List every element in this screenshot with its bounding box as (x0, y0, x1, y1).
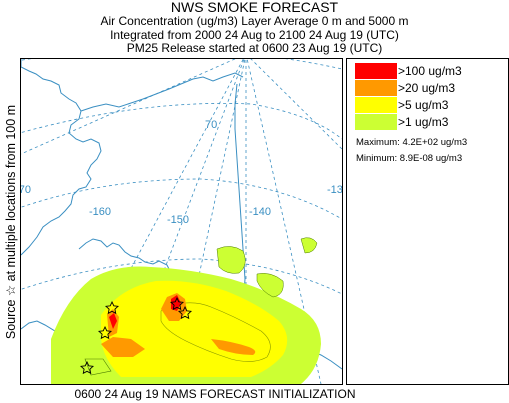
latitude-line (21, 102, 342, 140)
source-star-icon (97, 325, 113, 340)
legend-swatch (355, 114, 397, 130)
latitude-line (21, 59, 342, 70)
smoke-area-low (300, 237, 318, 254)
legend-maximum: Maximum: 4.2E+02 ug/m3 (356, 137, 468, 148)
border-canada (234, 83, 246, 308)
graticule-label: 70 (205, 119, 217, 131)
footer-initialization: 0600 24 Aug 19 NAMS FORECAST INITIALIZAT… (74, 387, 356, 401)
subtitle-release: PM25 Release started at 0600 23 Aug 19 (… (126, 41, 383, 55)
page-title: NWS SMOKE FORECAST (170, 0, 339, 15)
graticule-label: -140 (249, 206, 271, 218)
legend-swatch (355, 80, 397, 96)
legend-minimum: Minimum: 8.9E-08 ug/m3 (356, 153, 463, 164)
source-star-icon (169, 296, 185, 311)
smoke-area-max (109, 313, 117, 329)
graticule-label: -160 (89, 206, 111, 218)
meridian-line (250, 59, 342, 150)
source-star-icon (104, 300, 120, 315)
legend-item: >100 ug/m3 (355, 63, 505, 79)
subtitle-concentration: Air Concentration (ug/m3) Layer Average … (100, 14, 409, 28)
latitude-lines (21, 59, 342, 295)
smoke-plume (51, 237, 321, 384)
map-frame: -170 -160 -150 -140 -130 70 (20, 58, 343, 385)
smoke-area-high (211, 339, 256, 355)
smoke-area-low (256, 273, 284, 298)
meridian-line (175, 59, 246, 384)
smoke-area-high (101, 337, 145, 357)
latitude-line (21, 178, 342, 220)
smoke-area-low (216, 246, 246, 274)
coastline-seward (78, 238, 172, 274)
coastline-west (21, 59, 102, 256)
graticule-label: -150 (167, 214, 189, 226)
source-markers (79, 296, 193, 375)
legend-label: >1 ug/m3 (398, 115, 449, 129)
coastline-north (80, 72, 244, 112)
smoke-map: -170 -160 -150 -140 -130 70 (21, 59, 342, 384)
graticule-label: -170 (21, 184, 31, 196)
legend-swatch (355, 97, 397, 113)
legend-item: >1 ug/m3 (355, 114, 505, 130)
legend-label: >20 ug/m3 (398, 81, 456, 95)
legend-item: >5 ug/m3 (355, 97, 505, 113)
legend-item: >20 ug/m3 (355, 80, 505, 96)
source-side-label: Source ☆ at multiple locations from 100 … (4, 104, 18, 340)
subtitle-integration: Integrated from 2000 24 Aug to 2100 24 A… (110, 28, 399, 42)
legend-label: >100 ug/m3 (398, 64, 462, 78)
meridian-line (21, 59, 236, 155)
legend-label: >5 ug/m3 (398, 98, 449, 112)
source-star-icon (177, 305, 193, 320)
graticule-label: -130 (327, 184, 342, 196)
legend-swatch (355, 63, 397, 79)
latitude-line (21, 258, 342, 295)
source-star-icon (79, 360, 95, 375)
smoke-area-low (84, 358, 112, 376)
legend-panel: >100 ug/m3 >20 ug/m3 >5 ug/m3 >1 ug/m3 M… (346, 58, 509, 385)
